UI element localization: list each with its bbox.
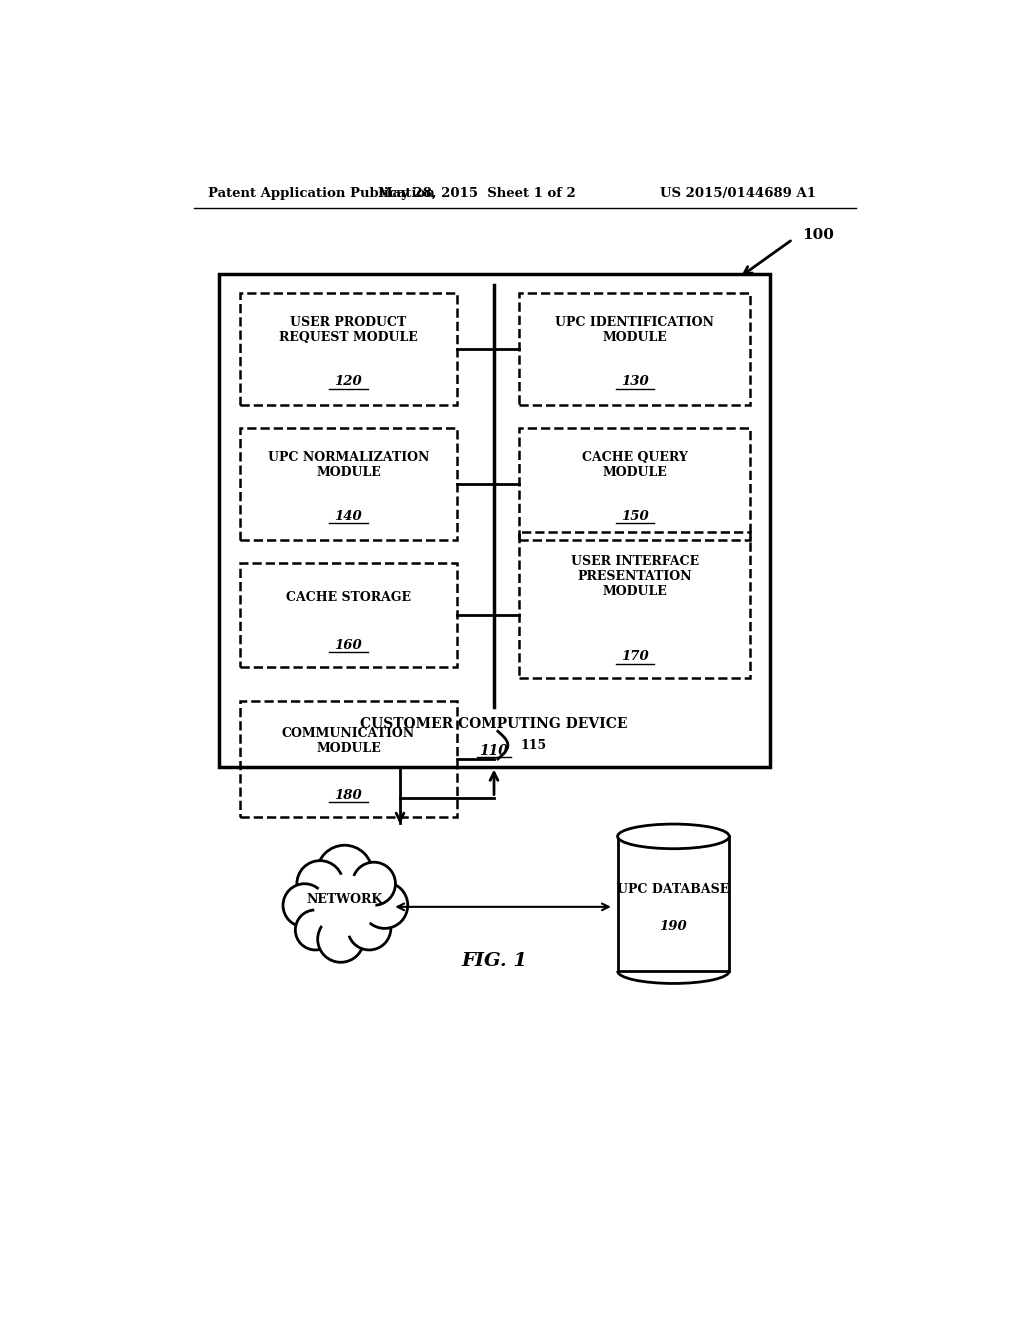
- Circle shape: [283, 884, 326, 927]
- Text: 160: 160: [335, 639, 362, 652]
- Text: CUSTOMER COMPUTING DEVICE: CUSTOMER COMPUTING DEVICE: [360, 717, 628, 731]
- Bar: [519, 428, 751, 540]
- Text: 180: 180: [335, 788, 362, 801]
- Text: 150: 150: [621, 510, 649, 523]
- Bar: [240, 428, 457, 540]
- Bar: [240, 562, 457, 667]
- Circle shape: [316, 845, 373, 900]
- Circle shape: [361, 882, 408, 928]
- Circle shape: [295, 909, 336, 950]
- Text: COMMUNICATION
MODULE: COMMUNICATION MODULE: [282, 727, 415, 755]
- Text: 120: 120: [335, 375, 362, 388]
- Text: 140: 140: [335, 510, 362, 523]
- Text: UPC DATABASE: UPC DATABASE: [617, 883, 729, 896]
- Text: USER INTERFACE
PRESENTATION
MODULE: USER INTERFACE PRESENTATION MODULE: [570, 554, 699, 598]
- Bar: [240, 293, 457, 405]
- Text: US 2015/0144689 A1: US 2015/0144689 A1: [659, 186, 816, 199]
- Bar: [240, 701, 457, 817]
- Bar: [219, 275, 770, 767]
- Text: 195: 195: [331, 920, 358, 933]
- Text: CACHE STORAGE: CACHE STORAGE: [286, 591, 411, 603]
- Text: 110: 110: [479, 744, 509, 758]
- Circle shape: [348, 907, 391, 950]
- Text: 100: 100: [802, 228, 834, 243]
- Ellipse shape: [617, 824, 729, 849]
- Text: 170: 170: [621, 649, 649, 663]
- Circle shape: [313, 874, 376, 936]
- Bar: [617, 837, 729, 972]
- Circle shape: [352, 862, 395, 906]
- Text: UPC IDENTIFICATION
MODULE: UPC IDENTIFICATION MODULE: [555, 315, 715, 345]
- Text: 190: 190: [659, 920, 687, 933]
- Text: FIG. 1: FIG. 1: [461, 952, 527, 970]
- Text: 115: 115: [521, 739, 547, 751]
- Text: USER PRODUCT
REQUEST MODULE: USER PRODUCT REQUEST MODULE: [280, 315, 418, 345]
- Text: CACHE QUERY
MODULE: CACHE QUERY MODULE: [582, 451, 688, 479]
- Text: NETWORK: NETWORK: [306, 892, 383, 906]
- Text: UPC NORMALIZATION
MODULE: UPC NORMALIZATION MODULE: [268, 451, 429, 479]
- Text: May 28, 2015  Sheet 1 of 2: May 28, 2015 Sheet 1 of 2: [378, 186, 575, 199]
- Text: Patent Application Publication: Patent Application Publication: [208, 186, 434, 199]
- Bar: [519, 293, 751, 405]
- Circle shape: [297, 861, 343, 907]
- Bar: [519, 532, 751, 678]
- Circle shape: [317, 916, 364, 962]
- Text: 130: 130: [621, 375, 649, 388]
